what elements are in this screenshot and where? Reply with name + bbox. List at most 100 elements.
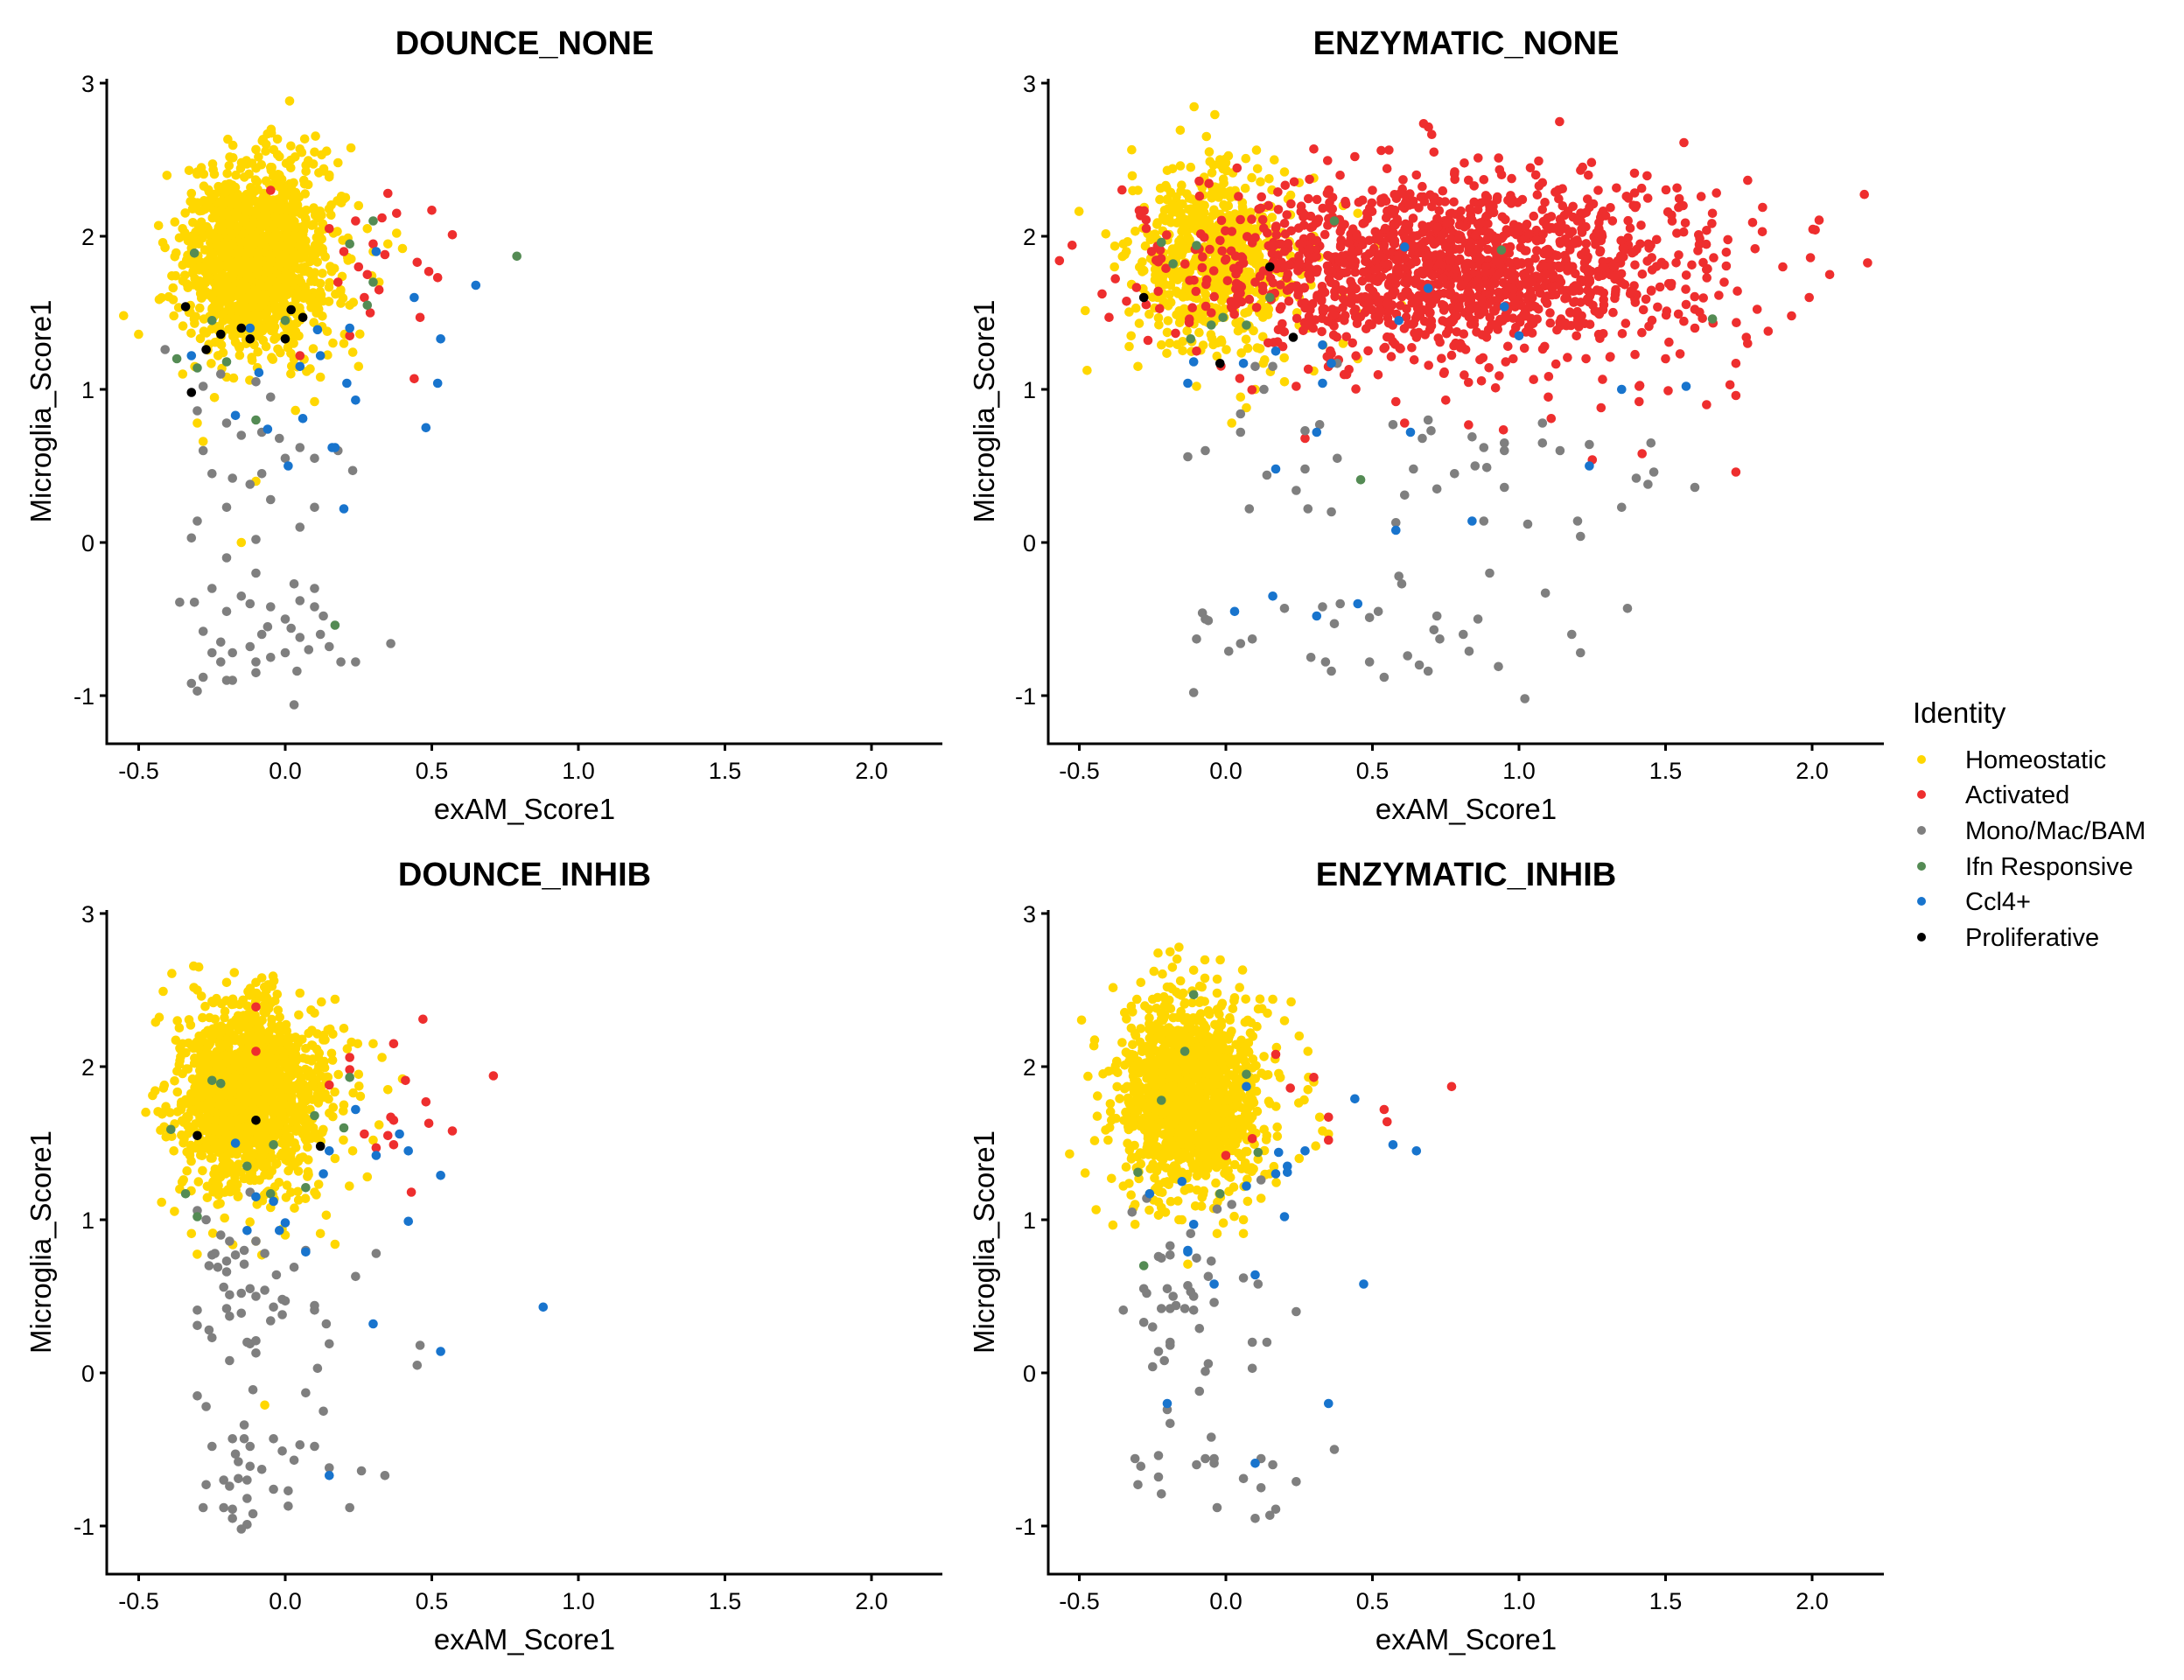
point-mono-mac-bam: [1481, 463, 1492, 472]
point-activated: [1355, 312, 1366, 322]
point-mono-mac-bam: [192, 406, 202, 416]
point-mono-mac-bam: [1585, 439, 1594, 450]
point-homeostatic: [1110, 262, 1119, 272]
point-activated: [1525, 163, 1536, 173]
point-ifn-responsive: [368, 216, 378, 226]
point-homeostatic: [1162, 348, 1172, 359]
point-homeostatic: [1209, 205, 1219, 215]
point-activated: [1335, 171, 1345, 180]
point-homeostatic: [286, 163, 296, 173]
point-activated: [1636, 220, 1646, 230]
point-activated: [1367, 198, 1377, 208]
point-homeostatic: [1166, 187, 1176, 198]
point-homeostatic: [1186, 162, 1196, 172]
point-activated: [1390, 205, 1400, 215]
point-activated: [1572, 216, 1583, 226]
point-homeostatic: [192, 1250, 202, 1259]
point-activated: [1348, 248, 1358, 257]
point-activated: [1661, 354, 1670, 364]
point-activated: [1411, 170, 1422, 180]
point-homeostatic: [271, 218, 282, 228]
point-activated: [1330, 291, 1340, 302]
point-homeostatic: [228, 229, 237, 240]
point-activated: [1596, 402, 1606, 413]
point-homeostatic: [1158, 297, 1169, 307]
point-mono-mac-bam: [1279, 604, 1290, 613]
point-activated: [1284, 260, 1295, 270]
point-activated: [1398, 175, 1408, 185]
point-homeostatic: [1133, 361, 1143, 372]
point-activated: [1462, 273, 1472, 283]
point-homeostatic: [288, 279, 298, 290]
point-activated: [1235, 280, 1244, 290]
point-activated: [1580, 247, 1591, 256]
point-homeostatic: [230, 199, 240, 209]
point-homeostatic: [1260, 355, 1270, 365]
point-homeostatic: [186, 328, 196, 339]
point-activated: [1859, 189, 1869, 200]
point-activated: [1702, 273, 1712, 283]
point-homeostatic: [228, 373, 239, 383]
point-activated: [1256, 203, 1266, 214]
point-ifn-responsive: [192, 363, 202, 373]
point-mono-mac-bam: [295, 443, 305, 452]
point-homeostatic: [309, 318, 319, 327]
point-homeostatic: [1207, 225, 1217, 234]
point-activated: [1407, 343, 1417, 353]
point-activated: [1273, 325, 1284, 335]
point-activated: [1097, 289, 1107, 299]
point-homeostatic: [200, 261, 211, 270]
point-ccl4: [1500, 302, 1509, 312]
point-activated: [1429, 147, 1439, 158]
point-activated: [1445, 256, 1455, 265]
point-activated: [1593, 308, 1603, 318]
point-homeostatic: [273, 170, 284, 179]
point-activated: [1679, 137, 1689, 148]
point-homeostatic: [322, 326, 332, 337]
point-mono-mac-bam: [1520, 694, 1530, 704]
point-ccl4: [371, 247, 382, 256]
point-homeostatic: [247, 353, 257, 362]
point-activated: [1382, 164, 1392, 173]
point-activated: [1293, 290, 1303, 300]
point-activated: [1687, 260, 1697, 270]
point-proliferative: [1215, 359, 1225, 368]
point-activated: [1522, 246, 1531, 256]
point-homeostatic: [255, 330, 264, 340]
point-ccl4: [1312, 611, 1322, 621]
point-ifn-responsive: [1207, 320, 1216, 330]
point-activated: [1282, 210, 1292, 220]
point-activated: [1405, 189, 1415, 199]
point-activated: [1612, 183, 1621, 193]
point-homeostatic: [339, 193, 349, 203]
point-homeostatic: [153, 220, 164, 231]
point-activated: [1629, 168, 1640, 178]
point-activated: [1656, 257, 1667, 268]
point-mono-mac-bam: [1648, 467, 1659, 477]
point-activated: [1493, 192, 1502, 202]
point-activated: [1863, 258, 1872, 268]
point-ccl4: [327, 443, 337, 452]
point-activated: [1449, 197, 1459, 207]
point-homeostatic: [1101, 229, 1111, 239]
point-homeostatic: [336, 298, 346, 308]
y-tick-label: 2: [1023, 224, 1036, 250]
point-mono-mac-bam: [295, 633, 305, 642]
point-activated: [1222, 276, 1233, 286]
point-activated: [1637, 449, 1647, 458]
point-mono-mac-bam: [1500, 482, 1509, 493]
point-activated: [1647, 265, 1657, 275]
point-activated: [365, 308, 375, 318]
point-activated: [1465, 304, 1475, 315]
point-activated: [1323, 156, 1333, 165]
point-activated: [1585, 319, 1595, 330]
point-activated: [1187, 303, 1197, 313]
point-homeostatic: [266, 124, 276, 135]
point-homeostatic: [1124, 307, 1134, 317]
point-activated: [1698, 293, 1708, 303]
point-homeostatic: [307, 1040, 317, 1050]
point-mono-mac-bam: [1622, 604, 1633, 613]
point-activated: [1465, 242, 1474, 253]
point-activated: [1445, 287, 1455, 298]
point-activated: [1441, 242, 1451, 252]
